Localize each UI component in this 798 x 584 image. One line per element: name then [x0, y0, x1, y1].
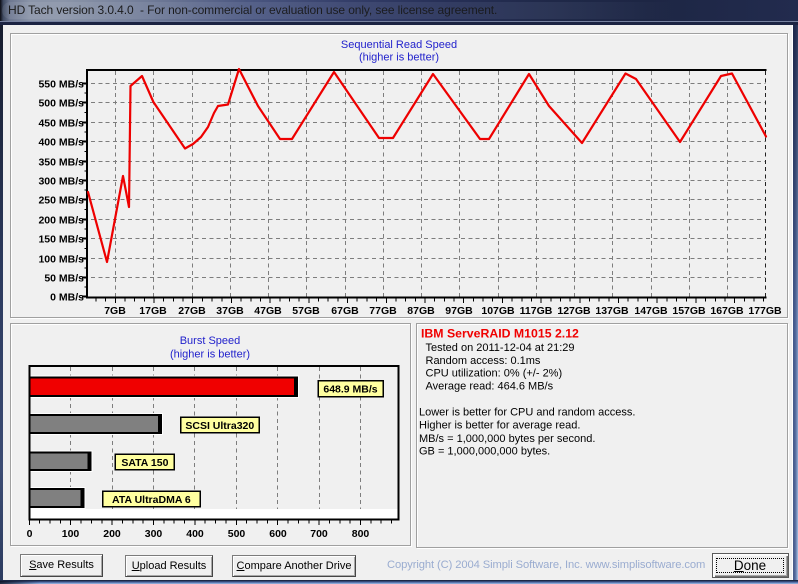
svg-text:250 MB/s: 250 MB/s: [38, 195, 84, 207]
svg-text:(higher is better): (higher is better): [359, 52, 439, 64]
svg-text:700: 700: [310, 528, 328, 540]
svg-text:177GB: 177GB: [748, 305, 782, 317]
svg-text:100: 100: [62, 528, 80, 540]
svg-text:550 MB/s: 550 MB/s: [38, 79, 84, 91]
svg-text:27GB: 27GB: [178, 305, 206, 317]
svg-text:50 MB/s: 50 MB/s: [44, 273, 84, 285]
svg-text:150 MB/s: 150 MB/s: [38, 234, 84, 246]
svg-text:IBM ServeRAID M1015 2.12: IBM ServeRAID M1015 2.12: [421, 326, 579, 340]
svg-text:0: 0: [27, 528, 33, 540]
svg-text:97GB: 97GB: [445, 305, 473, 317]
svg-text:Lower is better for CPU and ra: Lower is better for CPU and random acces…: [419, 406, 635, 418]
svg-text:Higher is better for average r: Higher is better for average read.: [419, 420, 580, 432]
svg-text:648.9 MB/s: 648.9 MB/s: [323, 384, 377, 396]
svg-text:100 MB/s: 100 MB/s: [38, 254, 84, 266]
svg-text:500: 500: [228, 528, 246, 540]
svg-text:(higher is better): (higher is better): [170, 349, 250, 361]
svg-text:67GB: 67GB: [331, 305, 359, 317]
svg-text:Random access: 0.1ms: Random access: 0.1ms: [426, 355, 541, 367]
svg-text:37GB: 37GB: [216, 305, 244, 317]
svg-text:GB = 1,000,000,000 bytes.: GB = 1,000,000,000 bytes.: [419, 446, 550, 458]
svg-text:157GB: 157GB: [672, 305, 706, 317]
svg-text:7GB: 7GB: [104, 305, 126, 317]
svg-text:147GB: 147GB: [634, 305, 668, 317]
svg-text:Average read: 464.6 MB/s: Average read: 464.6 MB/s: [426, 381, 554, 393]
svg-text:SCSI Ultra320: SCSI Ultra320: [185, 420, 254, 432]
svg-text:47GB: 47GB: [254, 305, 282, 317]
svg-text:ATA UltraDMA 6: ATA UltraDMA 6: [112, 494, 191, 506]
svg-text:500 MB/s: 500 MB/s: [38, 98, 84, 110]
svg-text:400: 400: [186, 528, 204, 540]
svg-text:800: 800: [352, 528, 370, 540]
svg-text:57GB: 57GB: [292, 305, 320, 317]
svg-text:87GB: 87GB: [407, 305, 435, 317]
svg-text:600: 600: [269, 528, 287, 540]
svg-text:77GB: 77GB: [369, 305, 397, 317]
svg-text:117GB: 117GB: [520, 305, 553, 317]
svg-text:300: 300: [145, 528, 163, 540]
svg-text:0 MB/s: 0 MB/s: [50, 292, 84, 304]
svg-text:MB/s = 1,000,000 bytes per sec: MB/s = 1,000,000 bytes per second.: [419, 433, 595, 445]
svg-text:137GB: 137GB: [595, 305, 629, 317]
svg-text:450 MB/s: 450 MB/s: [38, 118, 84, 130]
svg-text:107GB: 107GB: [481, 305, 515, 317]
svg-text:Burst Speed: Burst Speed: [180, 335, 241, 347]
svg-text:17GB: 17GB: [139, 305, 167, 317]
svg-text:Sequential Read Speed: Sequential Read Speed: [341, 39, 457, 51]
svg-text:SATA 150: SATA 150: [121, 457, 168, 469]
svg-text:350 MB/s: 350 MB/s: [38, 157, 84, 169]
svg-text:Tested on 2011-12-04 at 21:29: Tested on 2011-12-04 at 21:29: [426, 342, 575, 354]
svg-text:127GB: 127GB: [557, 305, 591, 317]
svg-text:167GB: 167GB: [710, 305, 744, 317]
svg-text:200 MB/s: 200 MB/s: [38, 215, 84, 227]
svg-text:400 MB/s: 400 MB/s: [38, 137, 84, 149]
svg-text:200: 200: [103, 528, 121, 540]
svg-text:300 MB/s: 300 MB/s: [38, 176, 84, 188]
svg-text:CPU utilization: 0% (+/- 2%): CPU utilization: 0% (+/- 2%): [426, 368, 563, 380]
